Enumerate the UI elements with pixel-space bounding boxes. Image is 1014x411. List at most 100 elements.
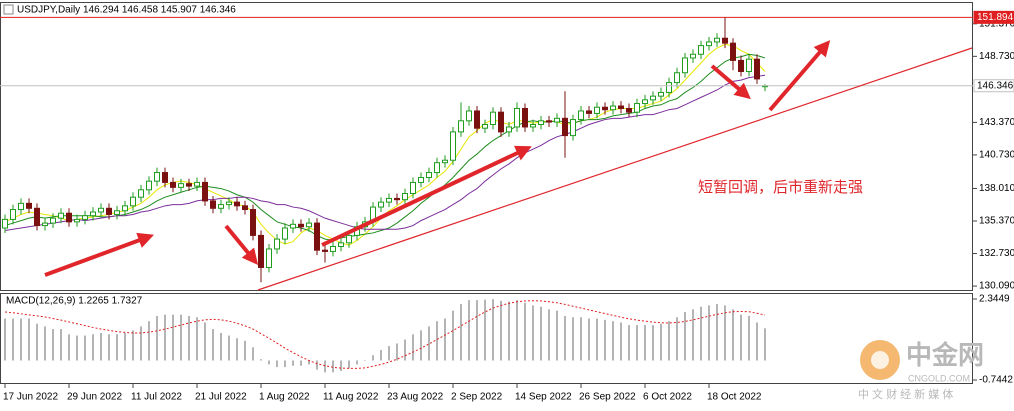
x-tick-label: 17 Jun 2022: [3, 392, 58, 403]
candle-body: [106, 207, 112, 215]
macd-bar: [708, 305, 710, 361]
candle-body: [466, 110, 472, 122]
macd-bar: [348, 360, 350, 369]
candle-body: [410, 181, 416, 195]
candle-body: [530, 123, 536, 128]
macd-bar: [228, 335, 230, 361]
macd-bar: [364, 360, 366, 361]
trendline: [257, 47, 973, 291]
x-tick-label: 6 Oct 2022: [643, 392, 692, 403]
macd-bar: [604, 319, 606, 361]
macd-bar: [636, 325, 638, 361]
candle-body: [218, 204, 224, 209]
candle-body: [474, 110, 480, 129]
macd-bar: [84, 335, 86, 361]
macd-bar: [516, 300, 518, 361]
candle-body: [754, 58, 760, 80]
plot-layer: 151.370 148.730 143.370 140.730 138.010 135.3…: [0, 16, 1014, 403]
chart-title: USDJPY,Daily 146.294 146.458 145.907 146…: [17, 5, 236, 16]
macd-bar: [268, 360, 270, 365]
y-tick-label: 148.730: [979, 51, 1014, 62]
y-tick-label: 2.3449: [979, 294, 1010, 305]
candle-body: [322, 249, 328, 252]
macd-bar: [444, 318, 446, 361]
candle-body: [722, 37, 728, 44]
candle-body: [618, 105, 624, 109]
macd-bar: [188, 315, 190, 361]
candle-body: [578, 110, 584, 121]
candle-body: [426, 172, 432, 178]
macd-bar: [740, 314, 742, 361]
candle-body: [290, 223, 296, 229]
macd-bar: [628, 325, 630, 361]
macd-bar: [508, 301, 510, 361]
candle-body: [202, 181, 208, 202]
candle-body: [458, 120, 464, 133]
candle-body: [66, 212, 72, 223]
macd-bar: [92, 334, 94, 361]
macd-bar: [76, 335, 78, 361]
candle-body: [178, 183, 184, 188]
y-tick-label: 132.730: [979, 248, 1014, 259]
candle-body: [522, 107, 528, 128]
symbol-icon: [3, 4, 14, 15]
arrow: [44, 232, 155, 277]
candle-body: [434, 162, 440, 174]
candle-body: [658, 91, 664, 97]
candle-body: [402, 193, 408, 201]
macd-bar: [716, 304, 718, 361]
moving-average: [4, 74, 766, 231]
candle-body: [154, 172, 160, 182]
y-tick-label: 138.010: [979, 183, 1014, 194]
macd-bar: [684, 311, 686, 361]
macd-bar: [380, 349, 382, 361]
arrows: [44, 40, 831, 277]
candle-body: [586, 110, 592, 114]
y-tick-label: 140.730: [979, 150, 1014, 161]
macd-bar: [236, 338, 238, 361]
macd-bar: [196, 317, 198, 361]
macd-bar: [556, 310, 558, 361]
macd-bar: [660, 323, 662, 361]
candle-body: [42, 222, 48, 227]
y-tick-label: -0.7442: [979, 375, 1013, 386]
price-label: 146.346: [977, 80, 1014, 91]
candle-body: [130, 196, 136, 207]
candle-body: [82, 215, 88, 220]
macd-bar: [340, 360, 342, 371]
x-tick-label: 26 Sep 2022: [579, 392, 636, 403]
macd-bar: [132, 330, 134, 361]
macd-bar: [244, 340, 246, 361]
candle-body: [602, 106, 608, 111]
macd-bar: [548, 309, 550, 361]
macd-bar: [436, 321, 438, 361]
candle-body: [346, 234, 352, 244]
macd-bar: [148, 321, 150, 361]
macd-bar: [164, 314, 166, 361]
macd-bar: [588, 318, 590, 361]
candle-body: [18, 202, 24, 211]
candle-body: [50, 217, 56, 224]
macd-bar: [500, 300, 502, 361]
candle-body: [2, 218, 8, 229]
macd-bar: [332, 360, 334, 373]
macd-bar: [492, 299, 494, 361]
candle-body: [186, 183, 192, 187]
candle-body: [626, 107, 632, 113]
candle-body: [258, 234, 264, 268]
price-panel: [0, 2, 973, 291]
candle-body: [682, 57, 688, 74]
candle-body: [242, 205, 248, 211]
watermark-site: CNGOLD.COM: [908, 373, 970, 383]
macd-bar: [260, 359, 262, 361]
candle-body: [666, 82, 672, 93]
x-tick-label: 11 Jul 2022: [131, 392, 182, 403]
candle-body: [594, 106, 600, 114]
candle-body: [138, 189, 144, 198]
macd-bar: [460, 304, 462, 361]
candle-body: [34, 207, 40, 227]
macd-bar: [524, 302, 526, 361]
macd-bar: [68, 334, 70, 361]
macd-bar: [748, 315, 750, 361]
x-tick-label: 29 Jun 2022: [67, 392, 122, 403]
